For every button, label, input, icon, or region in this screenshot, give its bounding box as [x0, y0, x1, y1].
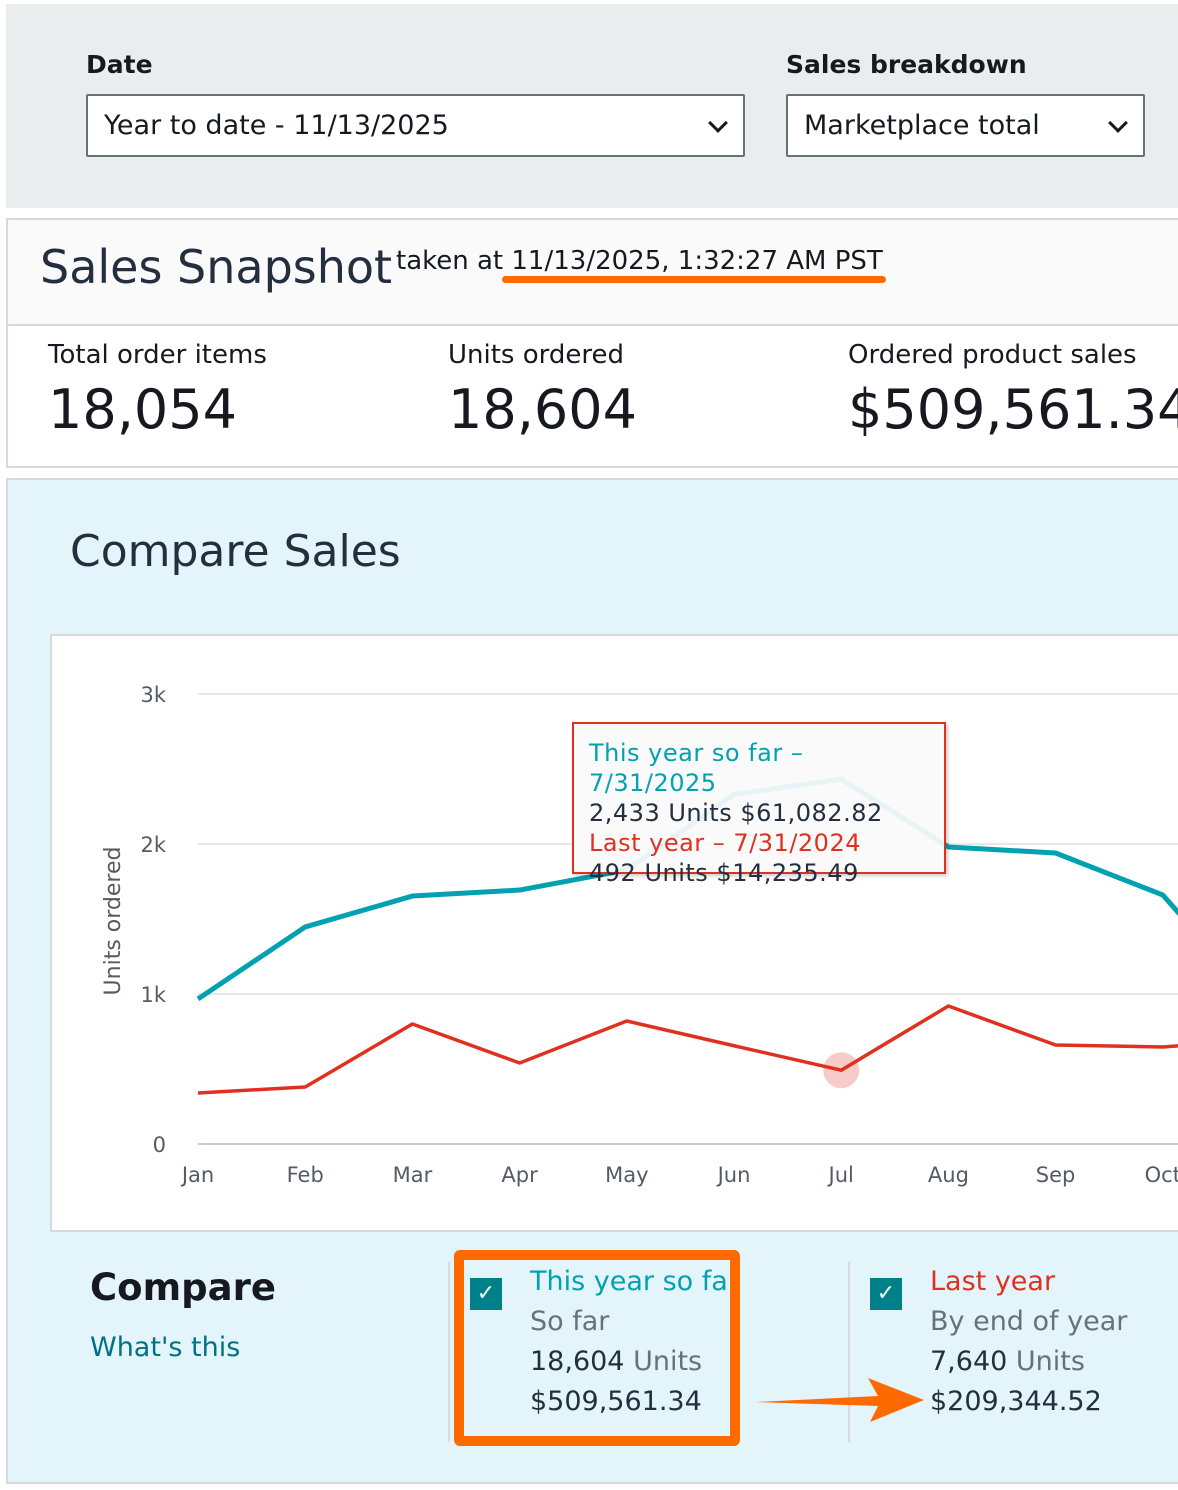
chart-tooltip: This year so far – 7/31/2025 2,433 Units… [572, 722, 946, 887]
x-tick-label: Jan [180, 1163, 214, 1187]
breakdown-select-value: Marketplace total [804, 110, 1040, 141]
whats-this-link[interactable]: What's this [90, 1332, 241, 1363]
compare-sales-panel: Compare Sales 0 1k 2k 3k Jan Feb Mar Apr May Jun J… [6, 478, 1178, 1484]
last-year-card: Last year By end of year 7,640 Units $20… [930, 1266, 1128, 1417]
breakdown-select[interactable]: Marketplace total [786, 94, 1145, 157]
date-label: Date [86, 50, 153, 79]
sales-snapshot: Sales Snapshot taken at 11/13/2025, 1:32… [6, 218, 1178, 468]
annotation-arrow-icon [756, 1378, 924, 1422]
x-tick-label: Mar [393, 1163, 433, 1187]
metric-units-ordered: Units ordered 18,604 [448, 340, 637, 441]
divider [848, 1262, 850, 1442]
x-tick-label: Feb [287, 1163, 324, 1187]
chevron-down-icon [708, 113, 728, 133]
this-year-card: This year so far So far 18,604 Units $50… [530, 1266, 739, 1417]
date-select-value: Year to date - 11/13/2025 [104, 110, 449, 141]
x-tick-label: Apr [501, 1163, 538, 1187]
chart-svg: 0 1k 2k 3k Jan Feb Mar Apr May Jun Jul Aug Sep Oct Uni… [101, 683, 1178, 1187]
snapshot-title: Sales Snapshot [40, 240, 393, 294]
this-year-checkbox[interactable]: ✓ [470, 1278, 502, 1310]
last-year-checkbox[interactable]: ✓ [870, 1278, 902, 1310]
date-select[interactable]: Year to date - 11/13/2025 [86, 94, 745, 157]
y-tick-label: 1k [140, 983, 166, 1007]
annotation-underline [502, 276, 886, 283]
compare-sales-title: Compare Sales [70, 526, 401, 577]
series-line-last-year [197, 1004, 1178, 1095]
y-axis-label: Units ordered [101, 847, 126, 996]
metric-total-order-items: Total order items 18,054 [48, 340, 267, 441]
filters-bar: Date Year to date - 11/13/2025 Sales bre… [6, 4, 1178, 208]
annotation-highlight-box [454, 1250, 740, 1446]
x-tick-label: Jun [716, 1163, 751, 1187]
y-tick-label: 2k [140, 833, 166, 857]
divider [448, 1262, 450, 1442]
breakdown-label: Sales breakdown [786, 50, 1027, 79]
y-tick-label: 0 [153, 1133, 166, 1157]
x-tick-label: Jul [827, 1163, 854, 1187]
compare-heading: Compare [90, 1266, 276, 1309]
x-tick-label: Oct [1145, 1163, 1178, 1187]
y-tick-label: 3k [140, 683, 166, 707]
metric-ordered-product-sales: Ordered product sales $509,561.34 [848, 340, 1178, 441]
x-tick-label: May [605, 1163, 648, 1187]
x-tick-label: Sep [1036, 1163, 1076, 1187]
chevron-down-icon [1108, 113, 1128, 133]
units-chart: 0 1k 2k 3k Jan Feb Mar Apr May Jun Jul Aug Sep Oct Uni… [50, 634, 1178, 1232]
x-tick-label: Aug [928, 1163, 969, 1187]
snapshot-timestamp: taken at 11/13/2025, 1:32:27 AM PST [396, 246, 883, 276]
